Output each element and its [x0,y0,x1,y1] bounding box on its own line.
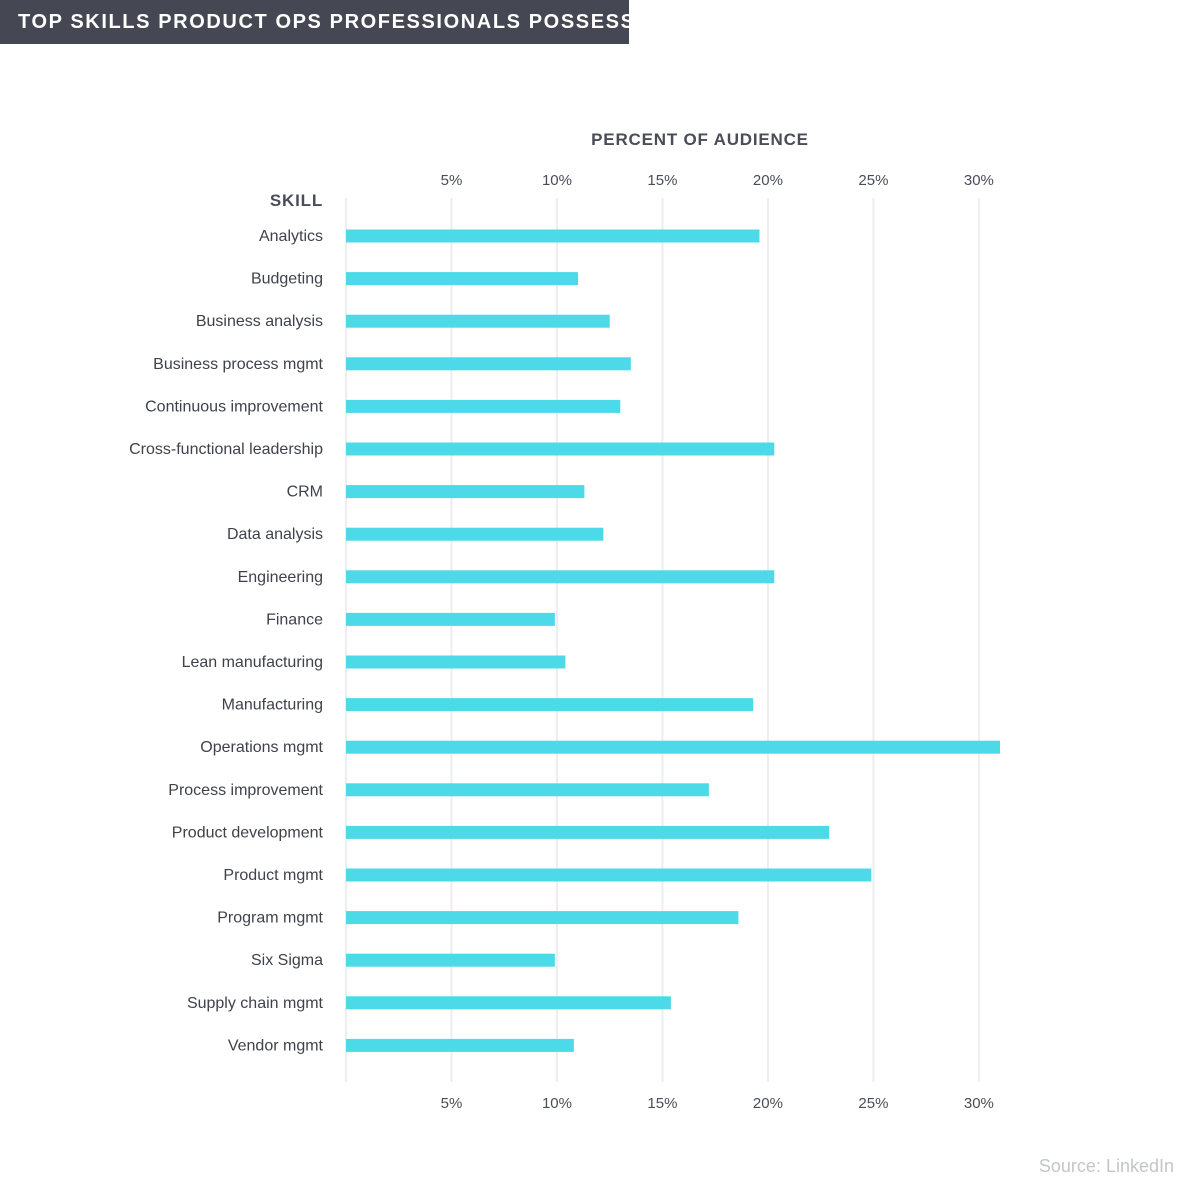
category-label: Vendor mgmt [228,1037,324,1054]
category-label: Business analysis [196,313,323,330]
gridlines [345,198,980,1082]
category-label: Process improvement [168,782,323,799]
chart-title-banner: TOP SKILLS PRODUCT OPS PROFESSIONALS POS… [0,0,634,44]
bar [346,570,775,584]
bar [346,996,671,1010]
source-note: Source: LinkedIn [1038,1156,1174,1176]
category-label: Continuous improvement [145,398,323,415]
category-label: Program mgmt [217,910,323,927]
x-tick-label-bottom: 25% [858,1095,888,1112]
category-label: Business process mgmt [153,356,323,373]
bar [346,272,579,286]
bar [346,229,760,243]
category-label: Six Sigma [251,952,323,969]
category-label: Product development [172,824,324,841]
x-tick-label-bottom: 20% [753,1095,783,1112]
bar [346,612,555,626]
bar [346,314,610,328]
chart-title: TOP SKILLS PRODUCT OPS PROFESSIONALS POS… [18,11,636,33]
bar [346,740,1000,754]
category-label: Data analysis [227,526,323,543]
category-label: Product mgmt [223,867,323,884]
bar [346,783,709,797]
bar [346,868,872,882]
bar [346,911,739,925]
bars [346,229,1000,1052]
category-label: Supply chain mgmt [187,995,324,1012]
category-label: CRM [287,484,323,501]
x-axis-title: PERCENT OF AUDIENCE [591,130,809,149]
x-axis-ticks-top: 5% 10% 15% 20% 25% 30% [441,172,994,189]
category-label: Budgeting [251,271,323,288]
x-tick-label-top: 25% [858,172,888,189]
bar [346,825,830,839]
bar [346,527,604,541]
x-tick-label-top: 5% [441,172,463,189]
x-tick-label-bottom: 10% [542,1095,572,1112]
bar [346,357,631,371]
category-labels: Analytics Budgeting Business analysis Busin… [129,228,323,1054]
bar [346,953,555,967]
y-axis-title: SKILL [270,191,323,210]
category-label: Finance [266,611,323,628]
category-label: Lean manufacturing [182,654,323,671]
x-tick-label-bottom: 5% [441,1095,463,1112]
x-axis-ticks-bottom: 5% 10% 15% 20% 25% 30% [441,1095,994,1112]
category-label: Operations mgmt [200,739,323,756]
bar [346,698,754,712]
x-tick-label-top: 10% [542,172,572,189]
category-label: Engineering [238,569,323,586]
x-tick-label-bottom: 30% [964,1095,994,1112]
bar [346,442,775,456]
x-tick-label-top: 15% [647,172,677,189]
category-label: Analytics [259,228,323,245]
bar [346,655,566,669]
bar [346,399,621,413]
x-tick-label-top: 20% [753,172,783,189]
category-label: Cross-functional leadership [129,441,323,458]
bar [346,1038,574,1052]
category-label: Manufacturing [222,697,323,714]
x-tick-label-top: 30% [964,172,994,189]
x-tick-label-bottom: 15% [647,1095,677,1112]
bar [346,485,585,499]
